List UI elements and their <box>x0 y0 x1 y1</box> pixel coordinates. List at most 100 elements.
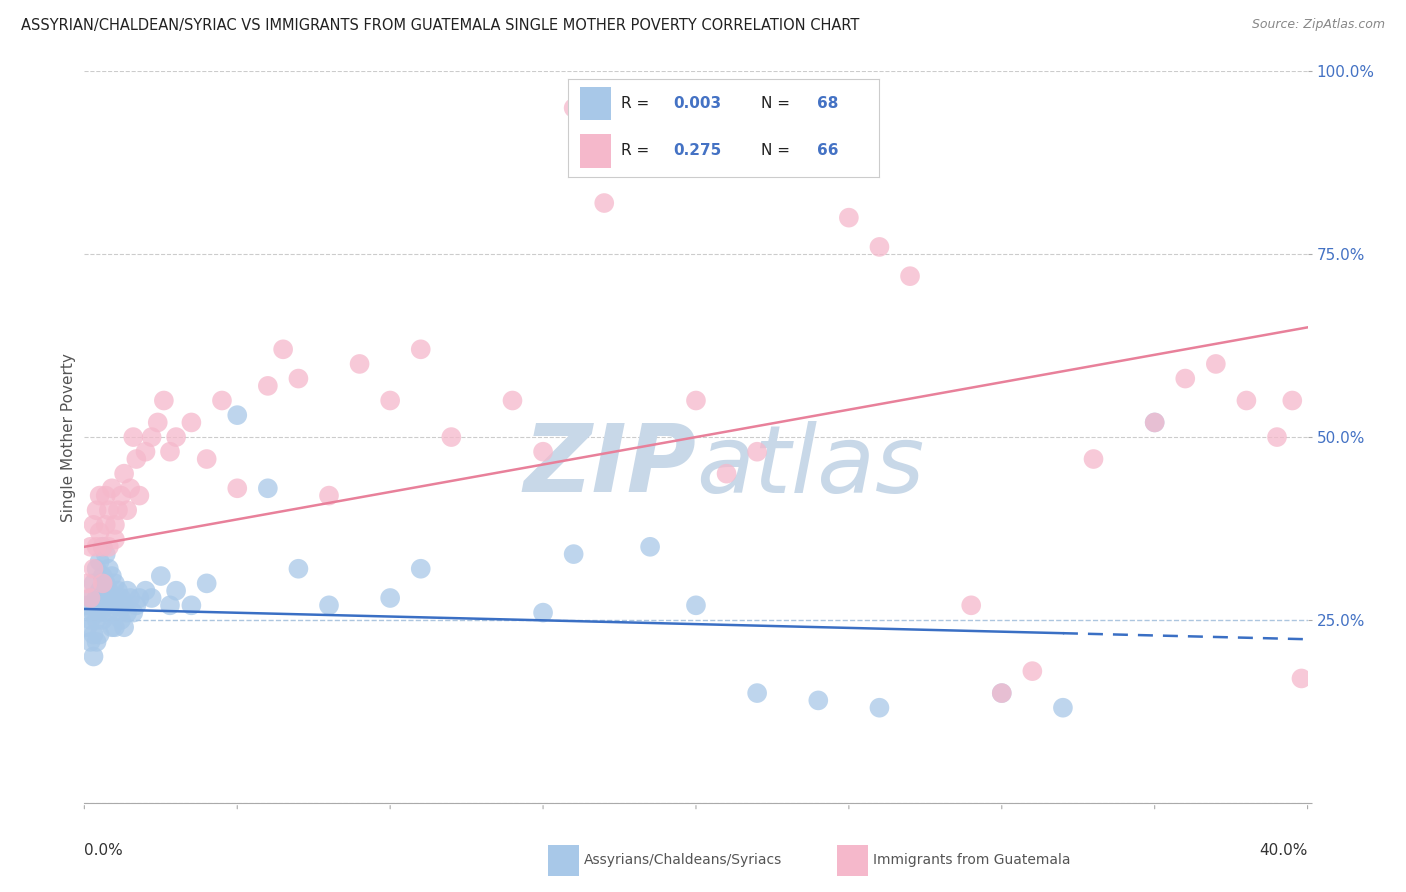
Point <box>83 576 105 591</box>
Point <box>79 635 101 649</box>
Point <box>115 606 138 620</box>
Point <box>83 606 105 620</box>
Point <box>110 613 132 627</box>
Point <box>89 627 111 641</box>
Point <box>89 554 111 568</box>
Point <box>89 583 111 598</box>
Point <box>180 599 202 613</box>
Point <box>101 481 124 495</box>
Point <box>120 591 142 605</box>
Point <box>107 503 129 517</box>
Point <box>83 517 105 532</box>
Point <box>409 562 432 576</box>
Point <box>502 393 524 408</box>
Point <box>104 576 127 591</box>
Point <box>83 627 105 641</box>
Point <box>318 599 340 613</box>
Point <box>86 591 108 605</box>
Point <box>91 576 114 591</box>
Point <box>1143 416 1166 430</box>
Point <box>101 620 124 634</box>
Point <box>97 540 120 554</box>
Y-axis label: Single Mother Poverty: Single Mother Poverty <box>60 352 76 522</box>
Point <box>76 576 98 591</box>
Point <box>747 444 769 458</box>
Point <box>86 562 108 576</box>
Point <box>97 503 120 517</box>
Point <box>380 591 402 605</box>
Point <box>94 517 117 532</box>
Point <box>531 606 554 620</box>
Point <box>128 489 150 503</box>
Text: 40.0%: 40.0% <box>1260 843 1308 858</box>
Point <box>91 540 114 554</box>
Point <box>101 569 124 583</box>
Point <box>1291 672 1313 686</box>
Point <box>94 599 117 613</box>
Point <box>104 599 127 613</box>
Point <box>165 430 187 444</box>
Point <box>86 613 108 627</box>
Point <box>562 101 585 115</box>
Point <box>380 393 402 408</box>
Point <box>76 599 98 613</box>
Point <box>91 591 114 605</box>
Point <box>685 599 707 613</box>
Point <box>104 620 127 634</box>
Point <box>211 393 233 408</box>
Point <box>257 481 280 495</box>
Point <box>146 416 169 430</box>
Point <box>195 452 218 467</box>
Point <box>153 393 176 408</box>
Point <box>94 576 117 591</box>
Point <box>110 591 132 605</box>
Point <box>1143 416 1166 430</box>
Point <box>149 569 172 583</box>
Point <box>135 583 157 598</box>
Text: Assyrians/Chaldeans/Syriacs: Assyrians/Chaldeans/Syriacs <box>583 853 782 867</box>
Text: atlas: atlas <box>696 421 924 512</box>
Point <box>89 525 111 540</box>
Point <box>135 444 157 458</box>
Point <box>1265 430 1288 444</box>
Point <box>120 481 142 495</box>
Point <box>287 562 309 576</box>
Point <box>869 240 891 254</box>
Point <box>165 583 187 598</box>
Point <box>104 533 127 547</box>
Point <box>159 599 181 613</box>
Point <box>91 569 114 583</box>
Point <box>125 452 148 467</box>
Point <box>349 357 371 371</box>
Point <box>89 489 111 503</box>
Point <box>869 700 891 714</box>
Point <box>125 599 148 613</box>
Point <box>86 503 108 517</box>
Point <box>97 583 120 598</box>
Point <box>112 620 135 634</box>
Point <box>1236 393 1258 408</box>
Point <box>141 430 163 444</box>
Point <box>112 467 135 481</box>
Text: 0.0%: 0.0% <box>84 843 124 858</box>
Point <box>440 430 463 444</box>
Point <box>86 540 108 554</box>
Point <box>97 562 120 576</box>
Point <box>112 599 135 613</box>
Point <box>107 583 129 598</box>
Point <box>83 649 105 664</box>
Point <box>991 686 1014 700</box>
Point <box>1205 357 1227 371</box>
Text: ZIP: ZIP <box>523 420 696 512</box>
Text: Immigrants from Guatemala: Immigrants from Guatemala <box>873 853 1070 867</box>
Point <box>685 393 707 408</box>
Point <box>716 467 738 481</box>
Point <box>97 606 120 620</box>
Point <box>86 635 108 649</box>
Point <box>79 591 101 605</box>
Point <box>271 343 294 357</box>
Text: Source: ZipAtlas.com: Source: ZipAtlas.com <box>1251 18 1385 31</box>
Point <box>531 444 554 458</box>
Point <box>122 606 145 620</box>
Point <box>115 503 138 517</box>
